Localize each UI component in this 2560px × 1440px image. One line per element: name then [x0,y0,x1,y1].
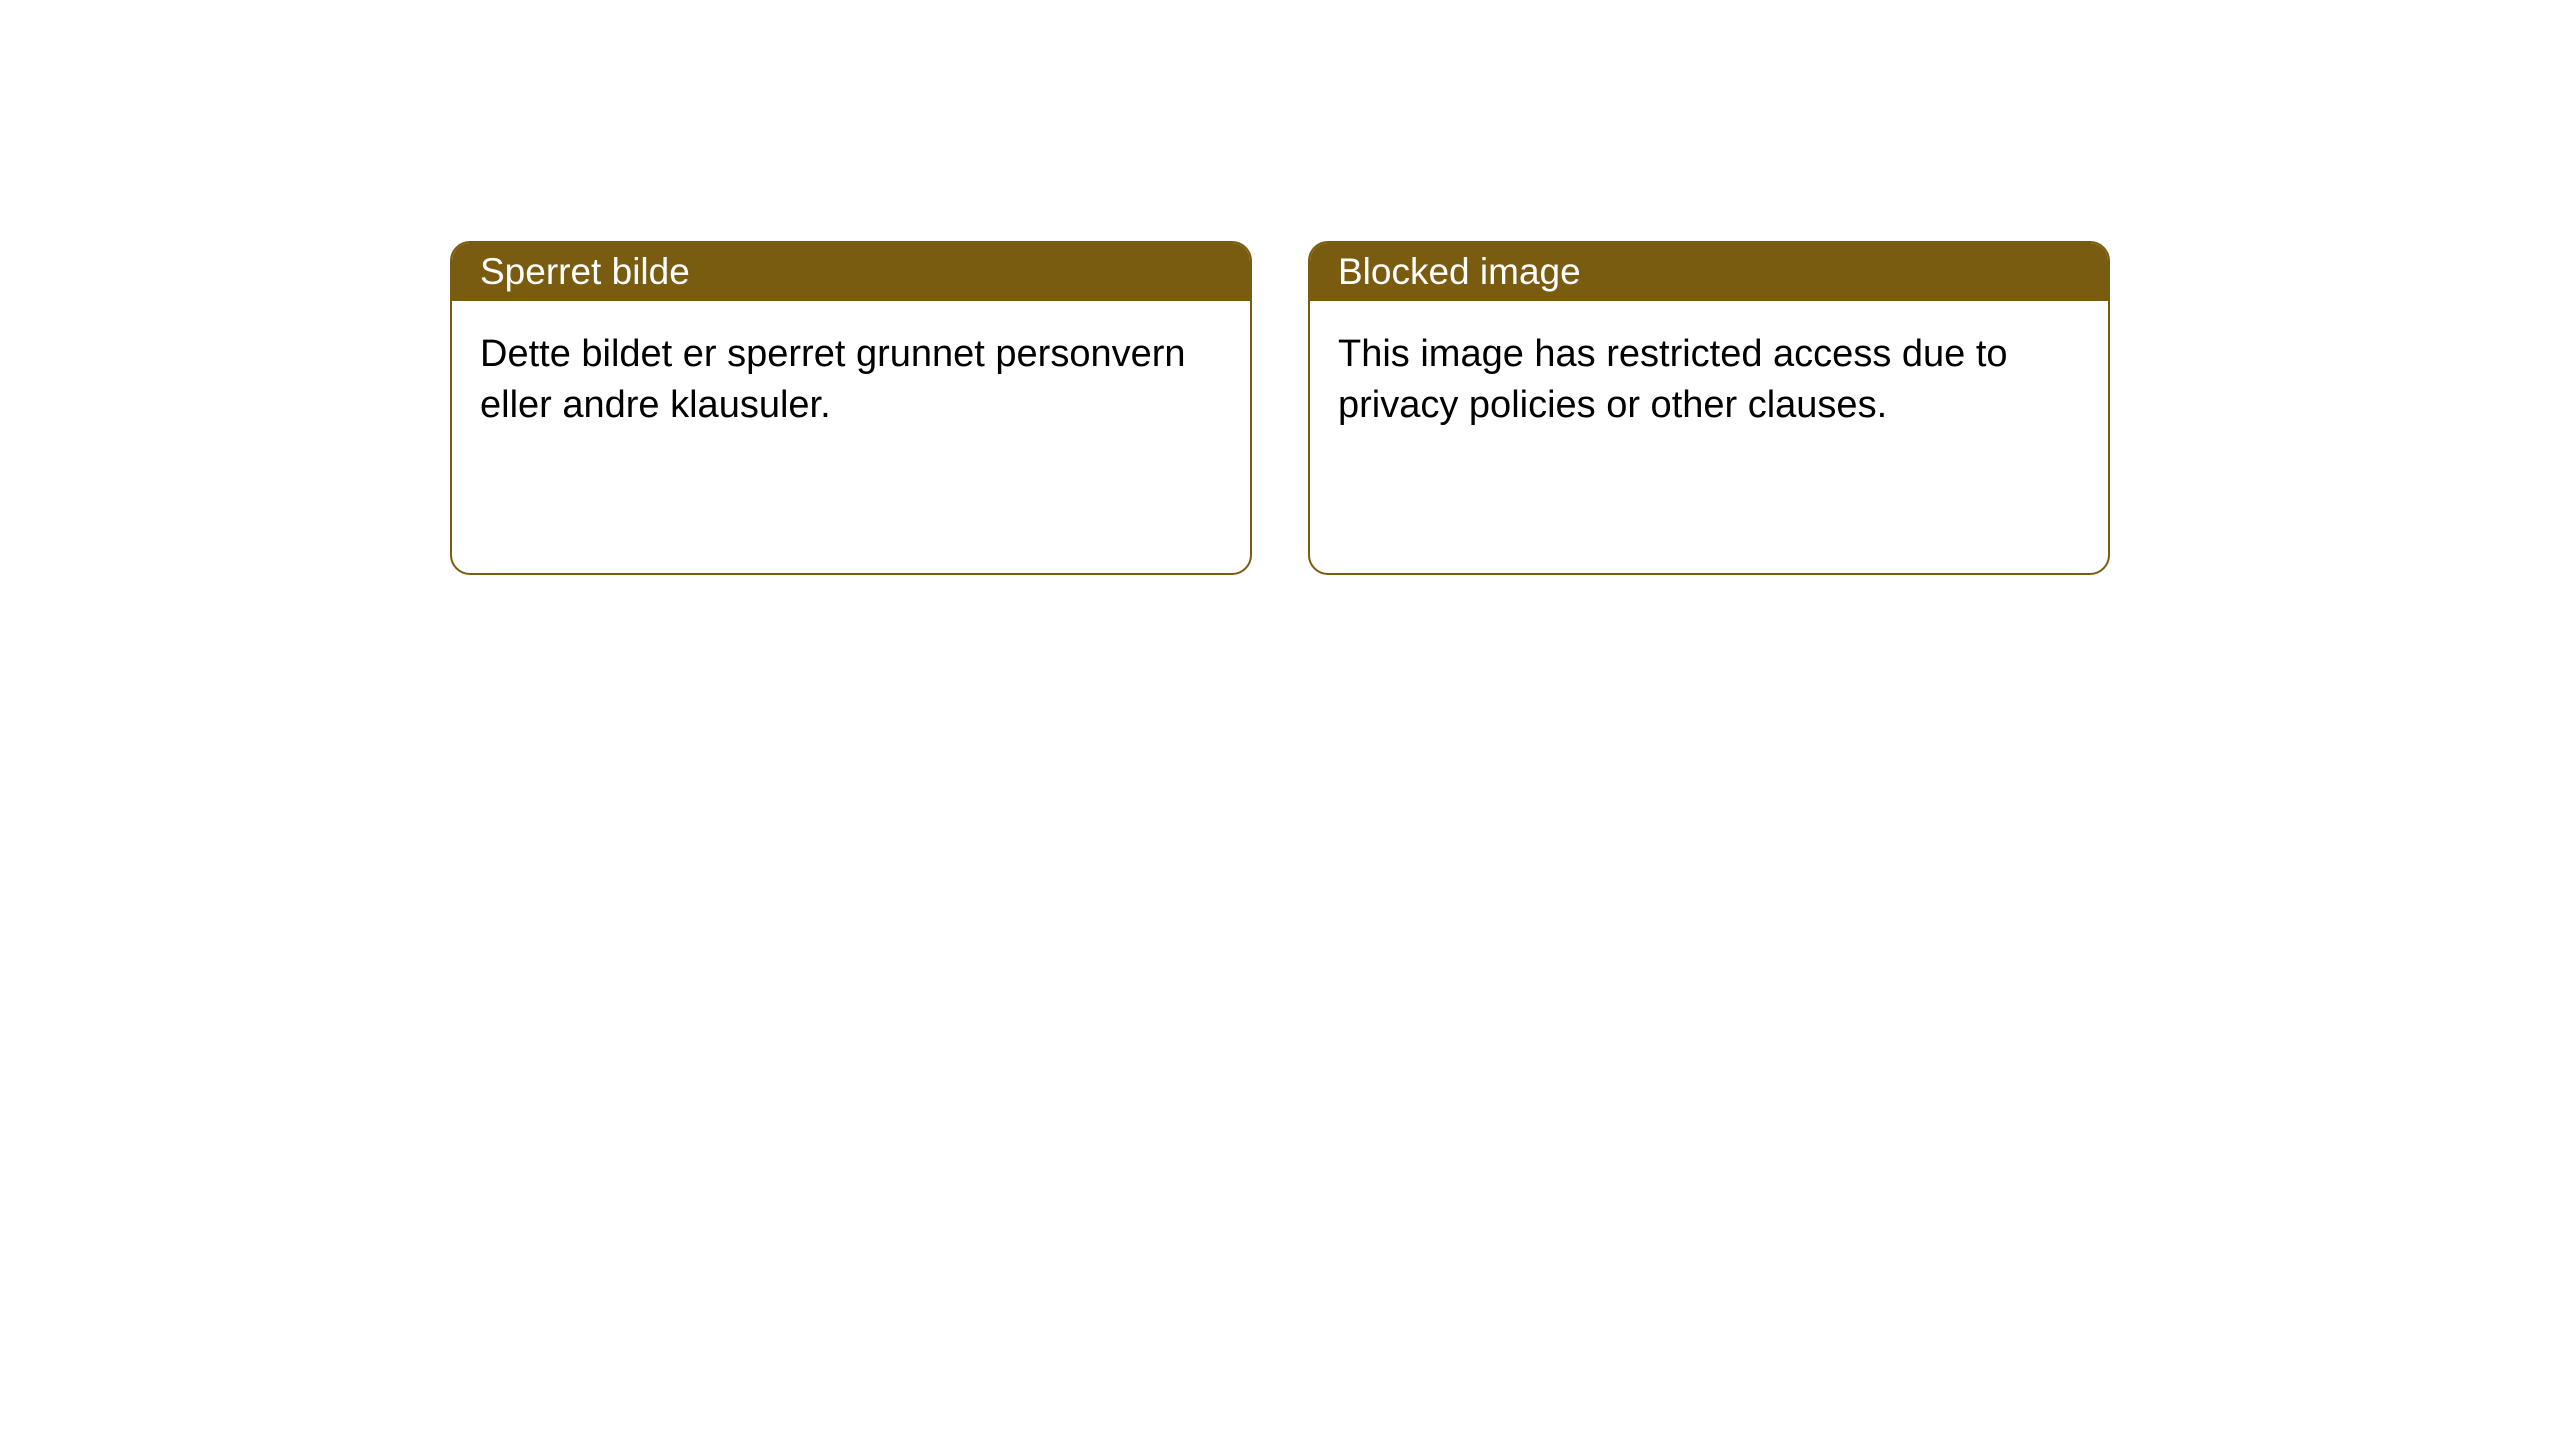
notice-card-norwegian: Sperret bilde Dette bildet er sperret gr… [450,241,1252,575]
notice-card-english: Blocked image This image has restricted … [1308,241,2110,575]
notice-card-title: Blocked image [1310,243,2108,301]
notice-card-body: This image has restricted access due to … [1310,301,2108,460]
notice-card-title: Sperret bilde [452,243,1250,301]
notice-card-body: Dette bildet er sperret grunnet personve… [452,301,1250,460]
notice-container: Sperret bilde Dette bildet er sperret gr… [450,241,2110,575]
